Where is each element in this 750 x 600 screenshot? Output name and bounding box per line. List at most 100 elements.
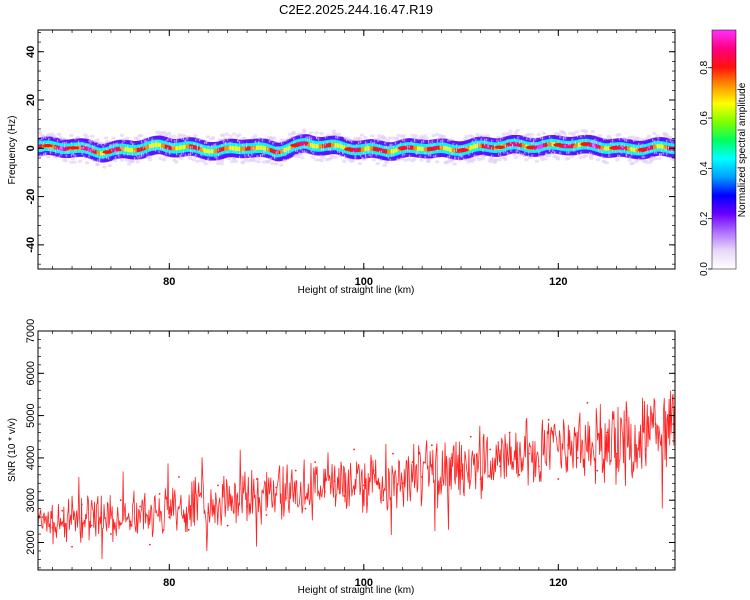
snr-point — [557, 478, 560, 480]
x-tick-label: 100 — [355, 276, 373, 288]
snr-point — [148, 543, 151, 546]
heatmap-cell — [672, 146, 675, 152]
heatmap-cell — [244, 159, 249, 163]
heatmap-cell — [608, 136, 613, 140]
x-tick-label: 80 — [163, 577, 175, 589]
heatmap-cell — [527, 155, 533, 160]
snr-point — [489, 448, 492, 451]
heatmap-cell — [111, 136, 116, 140]
colorbar-tick-label: 0.8 — [699, 60, 710, 74]
y-tick-label: -20 — [25, 189, 37, 205]
heatmap-cell — [419, 158, 424, 162]
snr-panel: 80 100 120 2000 3000 4000 5000 6000 7000 Height… — [7, 319, 676, 596]
snr-point — [644, 448, 647, 451]
snr-point — [61, 509, 64, 512]
heatmap-cell — [651, 131, 657, 136]
heatmap-cell — [252, 159, 258, 163]
heatmap-cell — [494, 145, 505, 149]
heatmap-cell — [319, 131, 324, 136]
heatmap-cell — [583, 129, 589, 134]
snr-point — [343, 495, 346, 497]
heatmap-cell — [228, 134, 233, 138]
snr-frame — [37, 330, 676, 571]
heatmap-cell — [646, 134, 652, 138]
heatmap-cell — [42, 143, 53, 148]
heatmap-cell — [70, 157, 76, 161]
snr-point — [158, 492, 161, 495]
snr-point — [547, 418, 550, 421]
snr-point — [314, 461, 317, 464]
heatmap-cell — [546, 153, 552, 158]
heatmap-cell — [522, 134, 527, 138]
heatmap-cell — [604, 161, 610, 165]
heatmap-cell — [413, 133, 419, 138]
snr-point — [207, 511, 210, 514]
heatmap-cell — [161, 158, 167, 162]
heatmap-cell — [252, 134, 258, 138]
snr-point — [178, 476, 180, 478]
heatmap-cell — [431, 134, 436, 138]
snr-point — [499, 465, 501, 468]
heatmap-cell — [441, 135, 447, 139]
heatmap-cell — [515, 128, 520, 133]
heatmap-cell — [336, 132, 342, 136]
heatmap-cell — [296, 155, 302, 159]
snr-x-axis-label: Height of straight line (km) — [298, 585, 415, 596]
heatmap-cell — [287, 132, 293, 136]
heatmap-cell — [667, 135, 673, 139]
heatmap-cell — [95, 162, 100, 167]
snr-point — [100, 511, 103, 514]
heatmap-cell — [69, 146, 80, 150]
heatmap-cell — [310, 155, 316, 159]
heatmap-cell — [422, 134, 428, 138]
heatmap-cell — [161, 130, 167, 134]
heatmap-cell — [539, 157, 545, 161]
snr-point — [285, 497, 287, 499]
snr-point — [664, 435, 667, 438]
snr-point — [625, 418, 628, 421]
heatmap-cell — [168, 134, 174, 139]
snr-line-marks — [38, 390, 675, 560]
heatmap-cell — [272, 136, 277, 140]
snr-point — [537, 465, 540, 468]
heatmap-cell — [508, 129, 513, 133]
heatmap-cell — [280, 138, 286, 142]
heatmap-cell — [497, 157, 503, 162]
spectrogram-y-axis-label: Frequency (Hz) — [7, 116, 18, 185]
snr-point — [401, 482, 404, 485]
heatmap-cell — [399, 157, 405, 161]
heatmap-cell — [63, 159, 69, 163]
spectrogram-x-axis-label: Height of straight line (km) — [298, 285, 415, 296]
heatmap-cell — [671, 158, 675, 162]
heatmap-cell — [476, 157, 482, 162]
heatmap-cell — [242, 136, 247, 140]
heatmap-cell — [543, 157, 548, 161]
heatmap-cell — [494, 158, 499, 162]
heatmap-cell — [627, 135, 632, 139]
heatmap-cell — [566, 156, 571, 160]
heatmap-cell — [135, 137, 140, 141]
spectrogram-x-axis: 80 100 120 — [52, 30, 676, 288]
heatmap-cell — [95, 138, 100, 142]
heatmap-cell — [424, 136, 429, 140]
heatmap-cell — [377, 136, 382, 141]
y-tick-label: 6000 — [25, 361, 37, 385]
snr-point — [119, 499, 122, 502]
y-tick-label: 3000 — [25, 488, 37, 512]
x-tick-label: 80 — [163, 276, 175, 288]
heatmap-cell — [615, 158, 620, 162]
heatmap-cell — [226, 156, 232, 161]
heatmap-cell — [664, 134, 669, 138]
heatmap-cell — [102, 165, 107, 169]
snr-point — [129, 520, 132, 523]
heatmap-cell — [452, 162, 457, 166]
heatmap-cell — [616, 132, 622, 137]
heatmap-cell — [448, 138, 454, 142]
heatmap-cell — [657, 157, 662, 161]
snr-point — [110, 533, 112, 535]
heatmap-cell — [273, 162, 279, 166]
heatmap-cell — [511, 152, 517, 156]
heatmap-cell — [221, 133, 226, 137]
heatmap-cell — [38, 130, 42, 134]
snr-point — [606, 431, 608, 434]
